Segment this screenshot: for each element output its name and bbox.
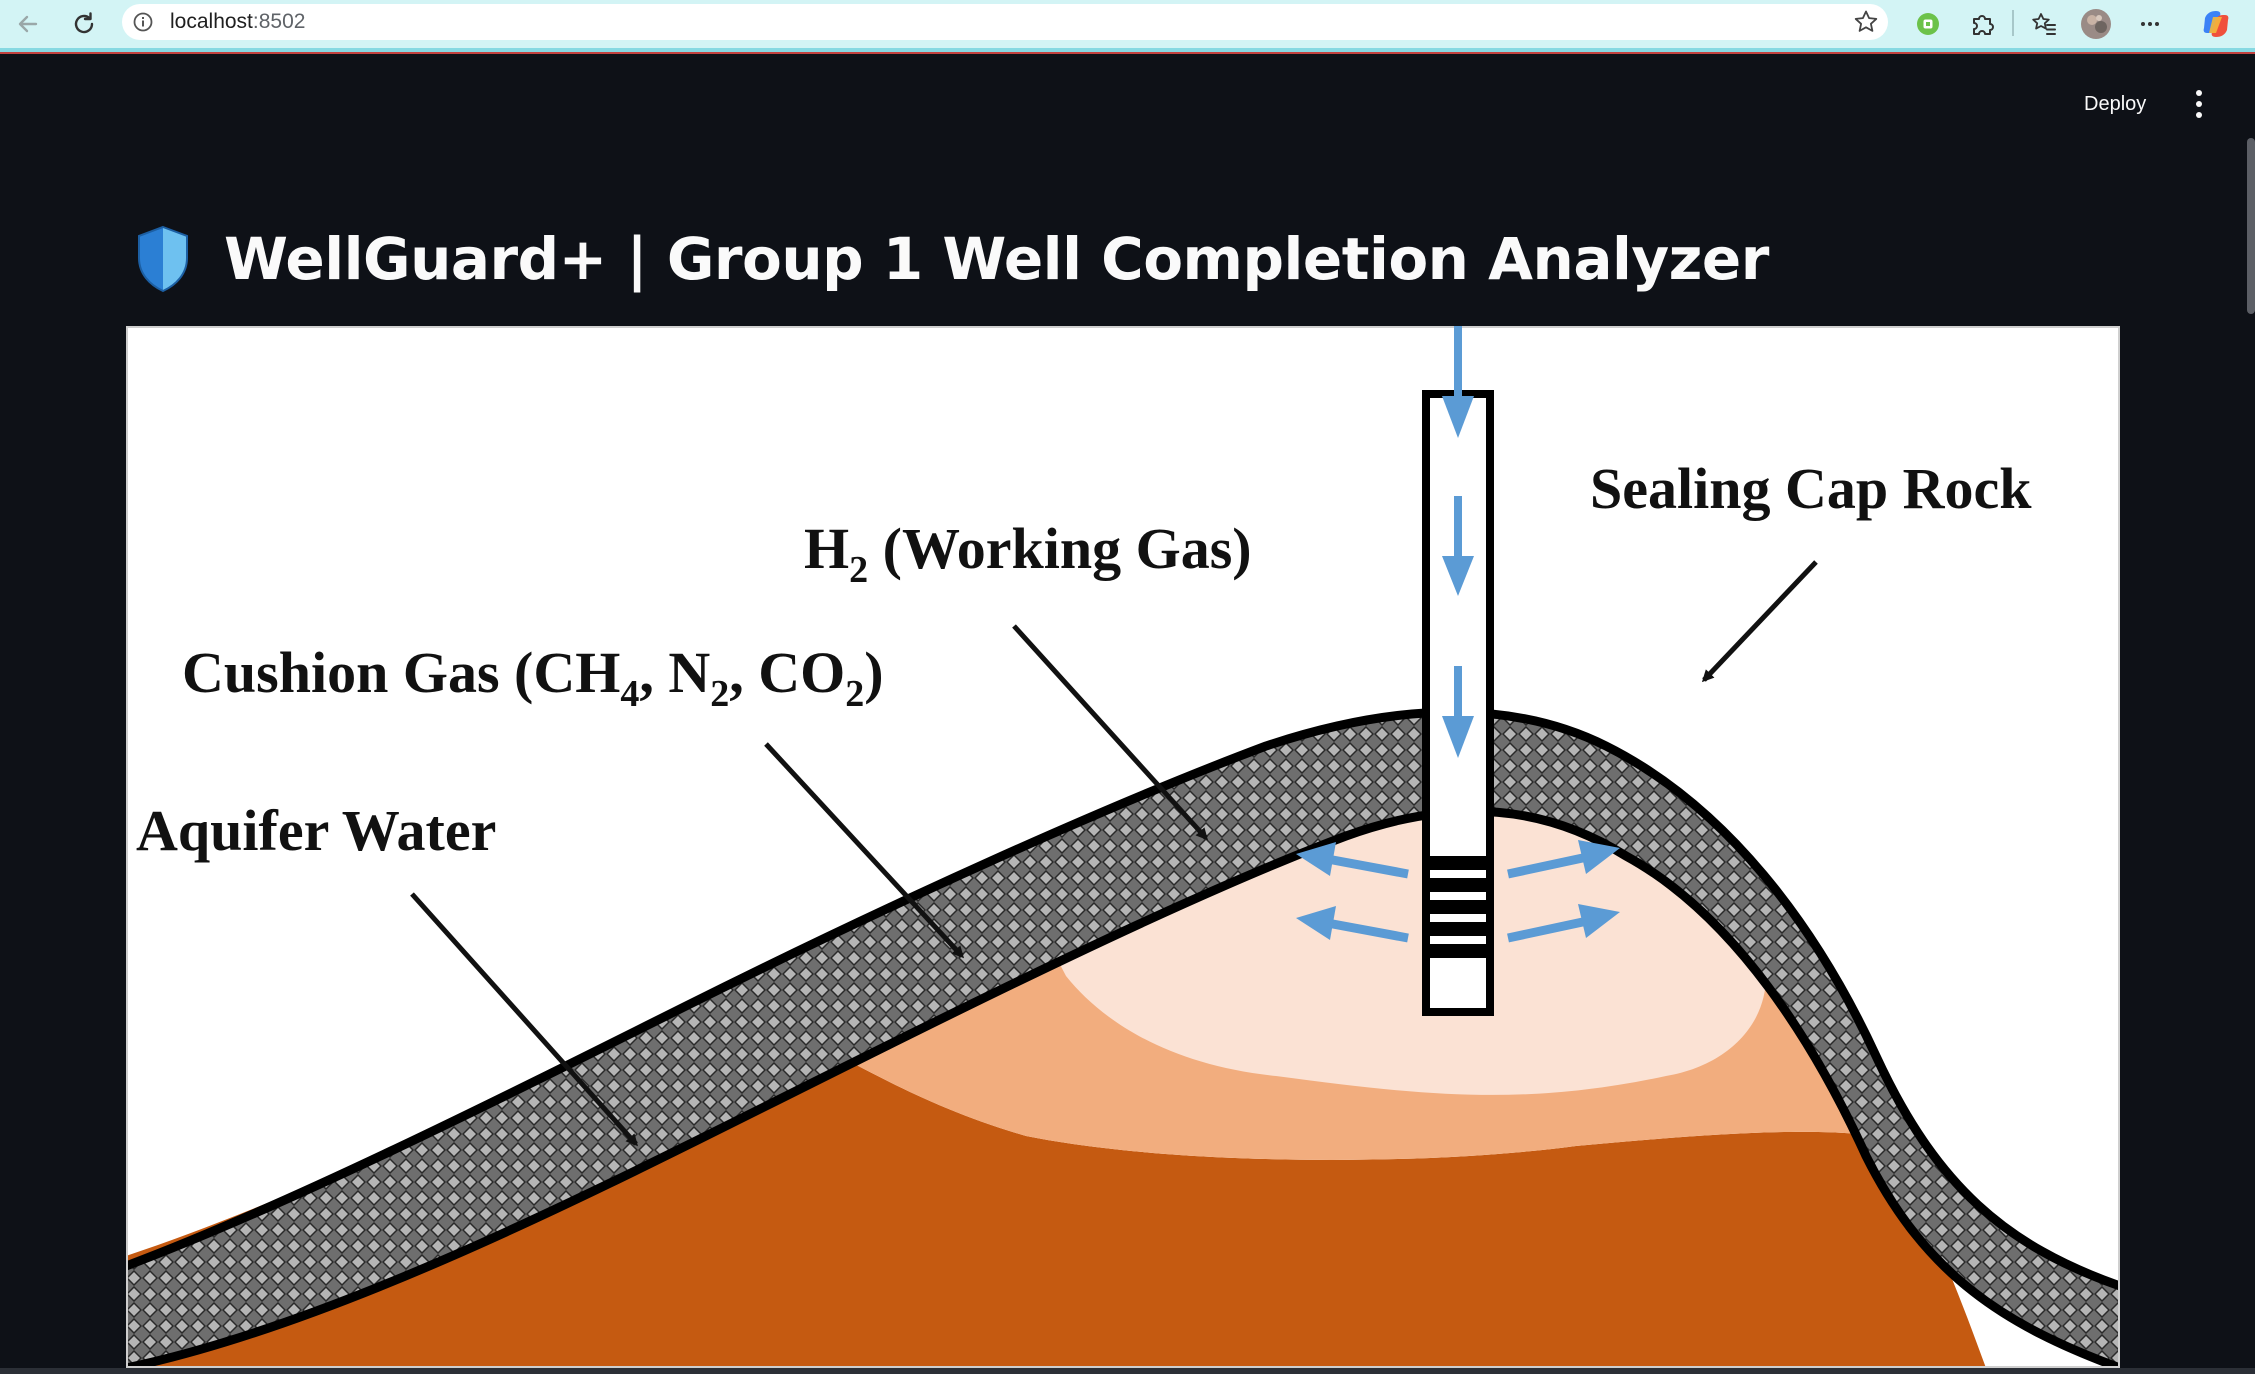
favorites-button[interactable]	[2026, 6, 2062, 42]
pointer-arrows	[410, 560, 1818, 1147]
url-host: localhost	[170, 10, 253, 33]
star-icon[interactable]	[1852, 8, 1880, 36]
shield-icon	[138, 225, 188, 293]
loading-divider	[0, 52, 2255, 54]
bottom-border	[0, 1368, 2255, 1374]
profile-button[interactable]	[2078, 6, 2114, 42]
copilot-icon	[2203, 11, 2229, 37]
back-button[interactable]	[10, 6, 46, 42]
vertical-dots-icon	[2196, 90, 2202, 96]
more-button[interactable]	[2132, 6, 2168, 42]
more-icon	[2141, 22, 2159, 26]
page-title-row: WellGuard+ | Group 1 Well Completion Ana…	[134, 215, 1769, 303]
browser-toolbar: localhost:8502	[0, 0, 2255, 54]
toolbar-separator	[2012, 10, 2014, 36]
reload-button[interactable]	[66, 6, 102, 42]
deploy-button[interactable]: Deploy	[2084, 92, 2147, 115]
cushion-gas-label: Cushion Gas (CH4, N2, CO2)	[182, 640, 884, 715]
working-gas-label: H2 (Working Gas)	[804, 516, 1252, 591]
storage-diagram-image: Sealing Cap Rock H2 (Working Gas) Cushio…	[126, 326, 2120, 1368]
main-menu-button[interactable]	[2184, 84, 2214, 124]
extension-green-button[interactable]	[1910, 6, 1946, 42]
extensions-button[interactable]	[1964, 6, 2000, 42]
cap-rock-label: Sealing Cap Rock	[1590, 456, 2032, 521]
aquifer-water-label: Aquifer Water	[136, 798, 496, 863]
profile-avatar	[2081, 9, 2111, 39]
injection-flow-arrows	[1296, 326, 1620, 943]
puzzle-icon	[1973, 15, 1994, 35]
url-text[interactable]: localhost:8502	[170, 10, 305, 34]
reload-icon	[74, 12, 94, 34]
url-port: :8502	[252, 10, 306, 33]
scrollbar-thumb[interactable]	[2247, 138, 2255, 314]
favorites-icon	[2032, 13, 2056, 35]
app-header	[0, 56, 2255, 156]
extension-green-icon	[1917, 13, 1939, 35]
back-arrow-icon	[18, 15, 38, 33]
cap-rock-layer	[126, 712, 2120, 1368]
copilot-button[interactable]	[2198, 6, 2234, 42]
page-title: WellGuard+ | Group 1 Well Completion Ana…	[224, 225, 1769, 293]
address-bar[interactable]: localhost:8502	[122, 4, 1888, 40]
storage-diagram: Sealing Cap Rock H2 (Working Gas) Cushio…	[126, 326, 2120, 1368]
info-icon[interactable]	[132, 11, 154, 33]
